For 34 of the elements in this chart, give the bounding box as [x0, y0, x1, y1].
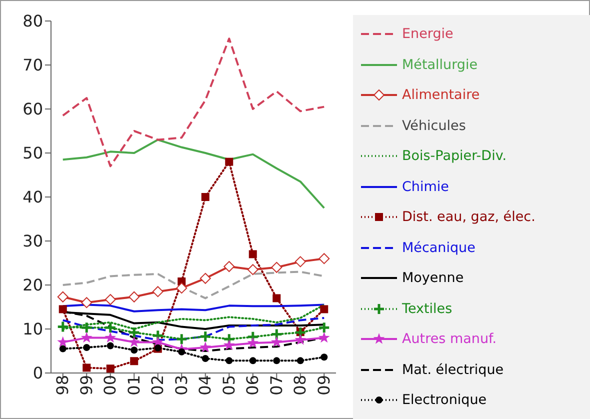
- y-tick-label: 80: [22, 12, 43, 31]
- x-tick-label: 99: [76, 375, 96, 396]
- legend-label: Mat. électrique: [402, 362, 504, 378]
- x-tick-label: 00: [100, 375, 120, 396]
- y-tick-label: 30: [22, 232, 43, 251]
- y-tick-label: 0: [32, 364, 43, 383]
- y-tick-label: 10: [22, 320, 43, 339]
- legend-label: Chimie: [402, 178, 449, 195]
- x-tick-label: 03: [172, 375, 191, 396]
- y-tick-label: 50: [22, 144, 43, 163]
- x-tick-label: 04: [196, 375, 215, 396]
- x-tick-label: 07: [266, 375, 286, 396]
- legend-label: Alimentaire: [402, 87, 480, 104]
- x-tick-label: 08: [290, 375, 310, 396]
- legend-label: Mécanique: [402, 240, 476, 256]
- y-tick-label: 70: [22, 56, 43, 75]
- x-tick-label: 02: [148, 375, 168, 396]
- legend-label: Dist. eau, gaz, élec.: [402, 209, 536, 226]
- legend-label: Bois-Papier-Div.: [402, 148, 507, 164]
- y-tick-label: 40: [22, 188, 43, 207]
- legend-label: Métallurgie: [402, 56, 478, 73]
- legend-label: Electronique: [402, 392, 487, 408]
- x-tick-label: 98: [53, 375, 72, 396]
- y-tick-label: 20: [22, 276, 43, 295]
- x-tick-label: 09: [314, 375, 334, 396]
- x-tick-label: 06: [243, 375, 262, 396]
- legend-label: Energie: [402, 26, 454, 42]
- legend-label: Moyenne: [402, 270, 464, 286]
- legend-label: Véhicules: [402, 118, 466, 134]
- legend-label: Autres manuf.: [402, 331, 497, 348]
- x-tick-label: 05: [219, 375, 238, 396]
- x-tick-label: 01: [124, 375, 144, 396]
- y-tick-label: 60: [22, 100, 43, 119]
- legend-label: Textiles: [402, 300, 452, 317]
